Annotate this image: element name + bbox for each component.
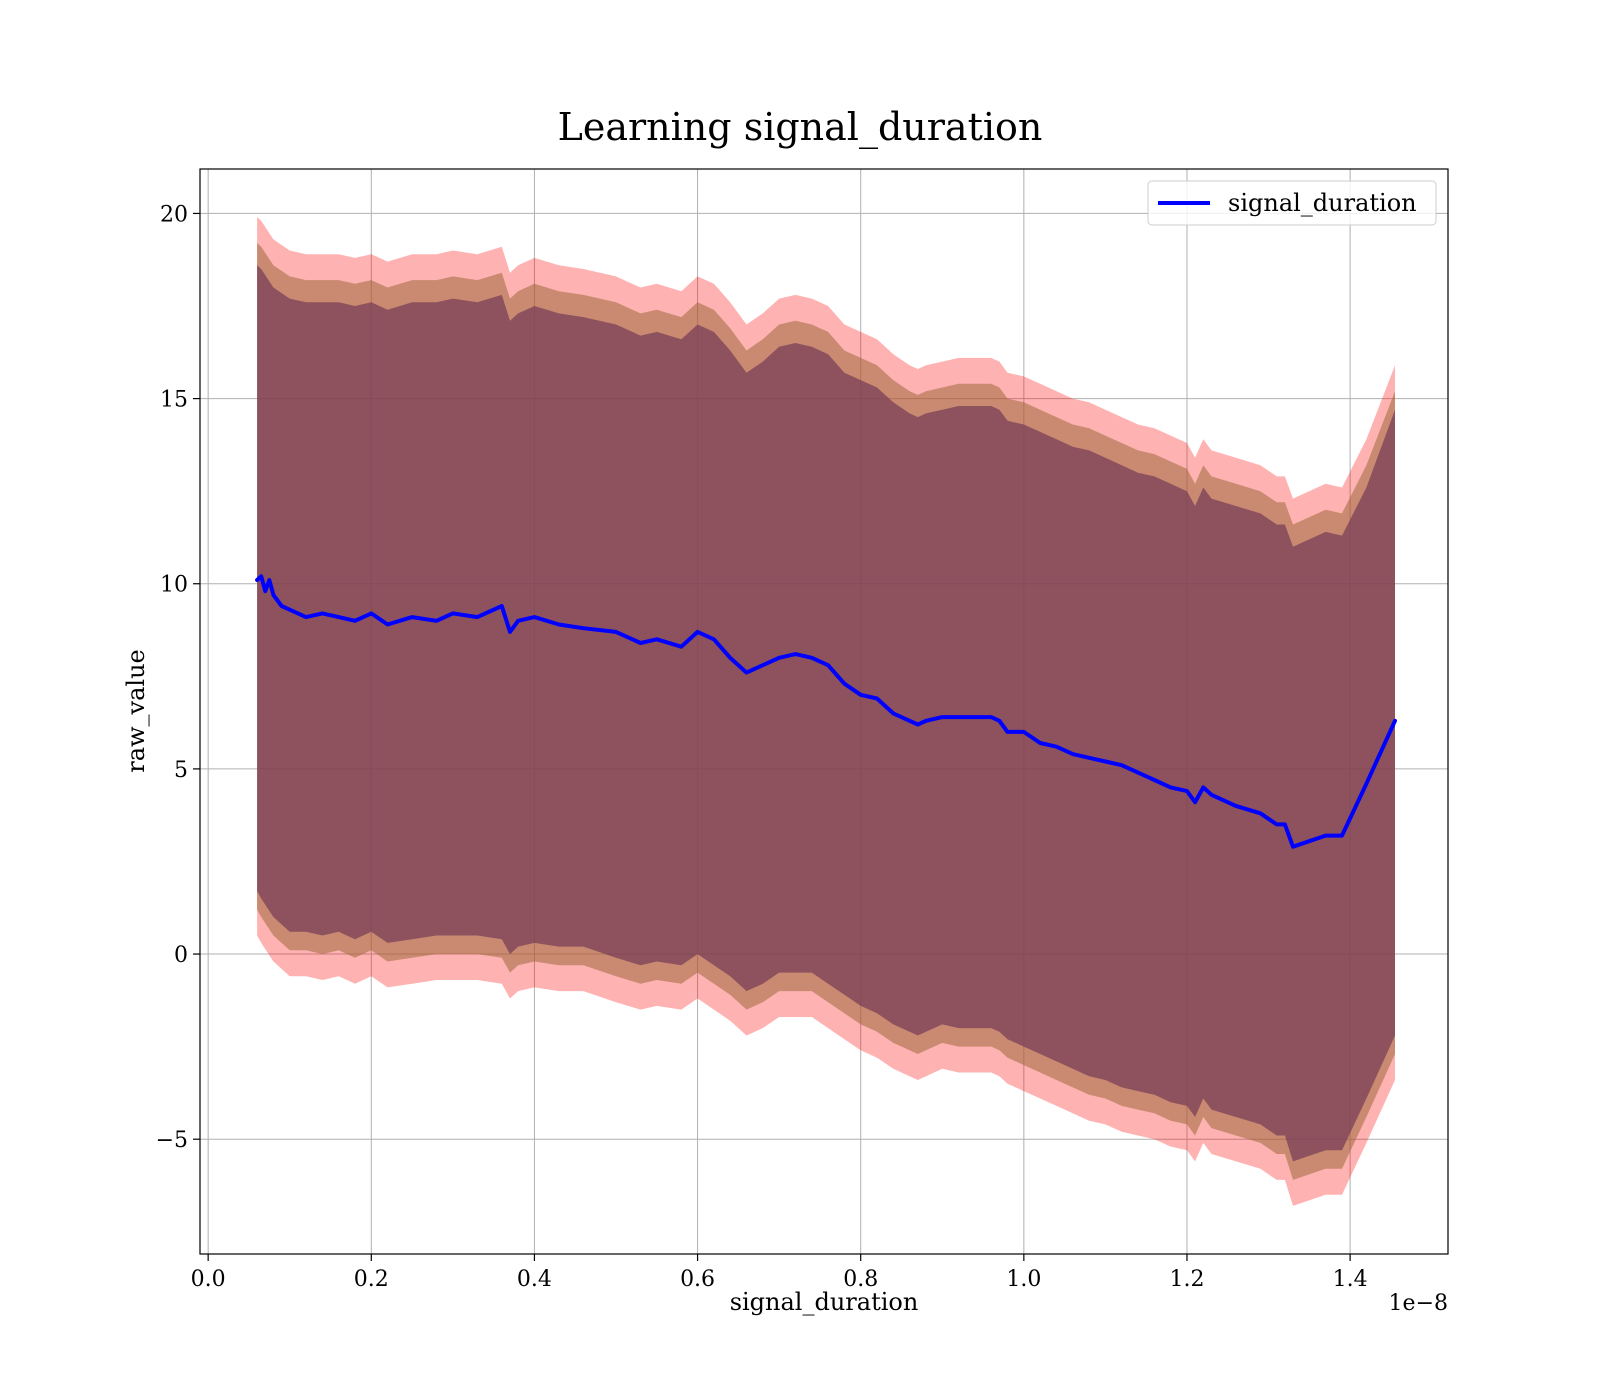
y-tick-label: 20 [160,202,188,227]
y-tick-label: −5 [156,1128,188,1153]
x-tick-label: 0.4 [517,1267,552,1292]
x-tick-label: 1.2 [1169,1267,1204,1292]
plot-frame [199,168,1449,1255]
y-tick-label: 15 [160,388,188,413]
x-tick-label: 0.0 [191,1267,226,1292]
x-tick-label: 0.6 [680,1267,715,1292]
series-lines [255,574,1397,849]
y-axis-ticks: −5 0 5 10 15 20 [156,202,200,1153]
x-axis-offset-text: 1e−8 [1389,1291,1448,1316]
x-tick-label: 1.4 [1333,1267,1368,1292]
confidence-bands [257,217,1396,1206]
x-tick-label: 1.0 [1006,1267,1041,1292]
x-tick-label: 0.2 [354,1267,389,1292]
legend: signal_duration [1147,180,1437,226]
x-tick-label: 0.8 [843,1267,878,1292]
x-axis-ticks: 0.0 0.2 0.4 0.6 0.8 1.0 1.2 1.4 [191,1254,1368,1292]
y-axis-label: raw_value [122,649,150,773]
y-tick-label: 0 [174,943,188,968]
x-axis-label: signal_duration [730,1288,919,1316]
y-tick-label: 10 [160,573,188,598]
series-line-1 [255,574,1397,849]
confidence-band-3 [257,265,1396,1162]
legend-box [1147,180,1437,226]
legend-label: signal_duration [1228,189,1417,217]
y-tick-label: 5 [174,758,188,783]
chart-title: Learning signal_duration [558,105,1043,150]
